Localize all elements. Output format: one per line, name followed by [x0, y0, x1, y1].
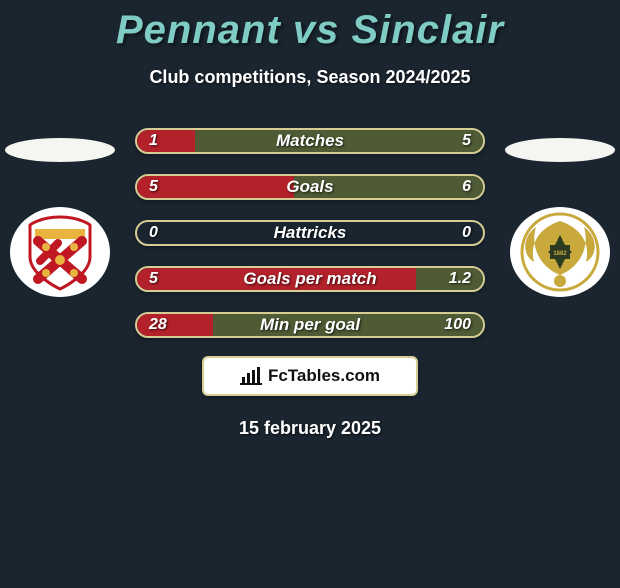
stat-bar: 1 Matches 5 [135, 128, 485, 154]
stat-label: Matches [137, 130, 483, 152]
stat-bar: 0 Hattricks 0 [135, 220, 485, 246]
right-player-column: 1882 [500, 128, 620, 297]
stat-bars: 1 Matches 5 5 Goals 6 0 Hattricks 0 5 Go… [135, 128, 485, 338]
stat-right-value: 6 [462, 176, 471, 198]
stat-bar: 5 Goals per match 1.2 [135, 266, 485, 292]
stat-right-value: 0 [462, 222, 471, 244]
brand-text: FcTables.com [268, 366, 380, 386]
stat-bar: 5 Goals 6 [135, 174, 485, 200]
stat-right-value: 100 [444, 314, 471, 336]
player-placeholder-right [505, 138, 615, 162]
brand-box: FcTables.com [202, 356, 418, 396]
stat-label: Hattricks [137, 222, 483, 244]
stat-label: Goals [137, 176, 483, 198]
content-area: 1882 1 Matches 5 5 Goals 6 0 Hattricks 0 [0, 128, 620, 439]
left-player-column [0, 128, 120, 297]
club-crest-right-icon: 1882 [510, 207, 610, 297]
stat-bar: 28 Min per goal 100 [135, 312, 485, 338]
club-badge-right: 1882 [510, 207, 610, 297]
bar-chart-icon [240, 367, 262, 385]
player-placeholder-left [5, 138, 115, 162]
stat-right-value: 5 [462, 130, 471, 152]
stat-right-value: 1.2 [449, 268, 471, 290]
club-crest-left-icon [10, 207, 110, 297]
svg-text:1882: 1882 [553, 251, 567, 257]
comparison-subtitle: Club competitions, Season 2024/2025 [0, 67, 620, 88]
stat-label: Goals per match [137, 268, 483, 290]
club-badge-left [10, 207, 110, 297]
snapshot-date: 15 february 2025 [0, 418, 620, 439]
stat-label: Min per goal [137, 314, 483, 336]
comparison-title: Pennant vs Sinclair [0, 8, 620, 53]
